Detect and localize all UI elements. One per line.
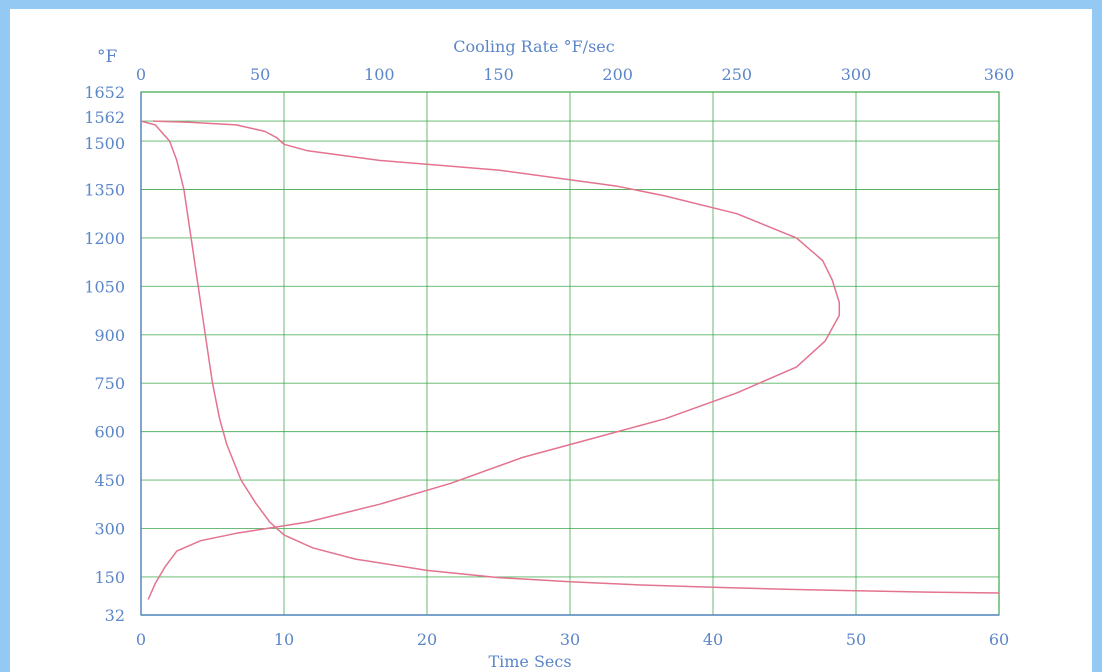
x-axis-label: Time Secs	[488, 652, 571, 671]
y-tick-label: 300	[94, 519, 125, 538]
x2-tick-label: 200	[602, 65, 633, 84]
x2-tick-label: 300	[841, 65, 872, 84]
y-tick-label: 450	[94, 471, 125, 490]
y-tick-label: 1050	[84, 277, 125, 296]
x-tick-label: 60	[989, 630, 1009, 649]
x2-tick-label: 0	[136, 65, 146, 84]
x2-axis-label: Cooling Rate °F/sec	[453, 37, 614, 56]
y-tick-label: 600	[94, 423, 125, 442]
x2-tick-label: 100	[364, 65, 395, 84]
y-tick-label: 750	[94, 374, 125, 393]
y-tick-label: 1350	[84, 180, 125, 199]
y-axis-label: °F	[97, 47, 118, 67]
x2-tick-label: 250	[722, 65, 753, 84]
x-tick-label: 30	[560, 630, 580, 649]
cooling-rate-line	[147, 120, 841, 600]
x-tick-label: 20	[417, 630, 437, 649]
x-tick-label: 0	[136, 630, 146, 649]
y-tick-label: 1200	[84, 229, 125, 248]
x-tick-label: 10	[274, 630, 294, 649]
y-tick-label: 900	[94, 326, 125, 345]
y-tick-label: 32	[105, 606, 125, 625]
y-tick-label: 1652	[84, 83, 125, 102]
x-tick-label: 40	[703, 630, 723, 649]
cooling-curve-line	[140, 120, 1000, 594]
x2-tick-label: 360	[984, 65, 1015, 84]
y-tick-label: 1500	[84, 134, 125, 153]
x2-tick-label: 150	[483, 65, 514, 84]
x-tick-label: 50	[846, 630, 866, 649]
y-tick-label: 150	[94, 568, 125, 587]
y-tick-label: 1562	[84, 108, 125, 127]
x2-tick-label: 50	[250, 65, 270, 84]
